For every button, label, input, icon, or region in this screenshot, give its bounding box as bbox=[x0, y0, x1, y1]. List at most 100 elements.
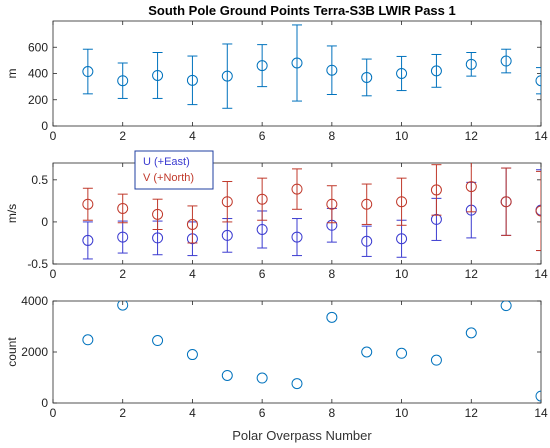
y-axis-label: m bbox=[5, 69, 19, 79]
y-tick-label: 600 bbox=[28, 40, 48, 54]
x-tick-label: 8 bbox=[329, 267, 336, 281]
data-point bbox=[152, 335, 164, 347]
legend-entry: V (+North) bbox=[143, 172, 194, 184]
x-tick-label: 6 bbox=[259, 129, 266, 143]
data-point bbox=[186, 349, 198, 361]
x-tick-label: 14 bbox=[534, 129, 548, 143]
data-point bbox=[256, 372, 268, 384]
data-point bbox=[256, 193, 268, 205]
legend: U (+East) V (+North) bbox=[134, 150, 214, 190]
data-point bbox=[361, 346, 373, 358]
panel-bottom: 0 2 4 6 8 10 12 14 0 2000 4000 count bbox=[5, 294, 548, 420]
x-tick-label: 12 bbox=[465, 267, 479, 281]
data-point bbox=[221, 70, 233, 82]
data-point bbox=[221, 369, 233, 381]
data-point bbox=[465, 181, 477, 193]
legend-entry: U (+East) bbox=[143, 156, 190, 168]
data-point bbox=[291, 378, 303, 390]
data-point bbox=[117, 75, 129, 87]
data-point bbox=[152, 208, 164, 220]
x-tick-label: 0 bbox=[50, 406, 57, 420]
data-area bbox=[82, 301, 541, 402]
y-tick-label: 4000 bbox=[21, 294, 48, 308]
data-point bbox=[500, 196, 512, 208]
data-point bbox=[152, 69, 164, 81]
data-point bbox=[396, 347, 408, 359]
legend-box bbox=[134, 150, 214, 190]
data-point bbox=[186, 218, 198, 230]
data-point bbox=[256, 223, 268, 235]
data-point bbox=[430, 65, 442, 77]
data-point bbox=[535, 75, 541, 87]
y-axis-label: count bbox=[5, 337, 19, 367]
panel-top: 0 2 4 6 8 10 12 14 0 200 400 600 m bbox=[5, 20, 548, 143]
data-point bbox=[152, 232, 164, 244]
data-area bbox=[82, 24, 541, 109]
y-tick-label: 0 bbox=[41, 396, 48, 410]
data-point bbox=[117, 202, 129, 214]
x-tick-label: 10 bbox=[395, 267, 409, 281]
x-tick-label: 2 bbox=[119, 129, 126, 143]
data-point bbox=[326, 64, 338, 76]
data-point bbox=[221, 196, 233, 208]
data-point bbox=[117, 301, 129, 311]
panel-middle: 0 2 4 6 8 10 12 14-0.500.5m/sU (+East)V (+North… bbox=[5, 150, 548, 281]
x-tick-label: 4 bbox=[189, 267, 196, 281]
data-point bbox=[82, 198, 94, 210]
x-tick-label: 2 bbox=[119, 406, 126, 420]
y-tick-label: 0 bbox=[41, 119, 48, 133]
x-tick-label: 14 bbox=[534, 267, 548, 281]
data-point bbox=[430, 184, 442, 196]
y-tick-label: 200 bbox=[28, 93, 48, 107]
x-tick-label: 14 bbox=[534, 406, 548, 420]
x-tick-label: 2 bbox=[119, 267, 126, 281]
x-tick-label: 10 bbox=[395, 406, 409, 420]
y-tick-label: 0 bbox=[41, 215, 48, 229]
data-point bbox=[291, 231, 303, 243]
data-point bbox=[82, 334, 94, 346]
x-tick-label: 0 bbox=[50, 267, 57, 281]
data-point bbox=[117, 231, 129, 243]
data-point bbox=[535, 205, 541, 217]
y-tick-label: 0.5 bbox=[31, 173, 48, 187]
data-point bbox=[500, 55, 512, 67]
data-point bbox=[465, 327, 477, 339]
y-tick-label: 2000 bbox=[21, 345, 48, 359]
data-point bbox=[430, 354, 442, 366]
data-area bbox=[82, 163, 541, 260]
data-point bbox=[221, 229, 233, 241]
data-point bbox=[500, 301, 512, 312]
y-tick-label: -0.5 bbox=[27, 257, 48, 271]
chart-title: South Pole Ground Points Terra-S3B LWIR … bbox=[148, 3, 455, 18]
data-point bbox=[396, 68, 408, 79]
x-tick-label: 10 bbox=[395, 129, 409, 143]
data-point bbox=[82, 66, 94, 78]
x-tick-label: 6 bbox=[259, 406, 266, 420]
x-tick-label: 12 bbox=[465, 406, 479, 420]
x-tick-label: 8 bbox=[329, 406, 336, 420]
data-point bbox=[396, 196, 408, 208]
x-tick-label: 8 bbox=[329, 129, 336, 143]
data-point bbox=[535, 390, 541, 402]
data-point bbox=[465, 58, 477, 70]
x-tick-label: 0 bbox=[50, 129, 57, 143]
data-point bbox=[361, 71, 373, 83]
data-point bbox=[291, 183, 303, 195]
axes-box bbox=[52, 300, 542, 404]
data-point bbox=[361, 198, 373, 210]
y-axis-label: m/s bbox=[5, 204, 19, 223]
data-point bbox=[326, 198, 338, 210]
data-point bbox=[396, 233, 408, 245]
x-tick-label: 12 bbox=[465, 129, 479, 143]
data-point bbox=[361, 235, 373, 247]
data-point bbox=[326, 311, 338, 323]
x-tick-label: 4 bbox=[189, 406, 196, 420]
x-axis-label: Polar Overpass Number bbox=[232, 428, 372, 443]
x-tick-label: 6 bbox=[259, 267, 266, 281]
data-point bbox=[82, 234, 94, 246]
y-tick-label: 400 bbox=[28, 67, 48, 81]
data-point bbox=[186, 74, 198, 86]
x-tick-label: 4 bbox=[189, 129, 196, 143]
